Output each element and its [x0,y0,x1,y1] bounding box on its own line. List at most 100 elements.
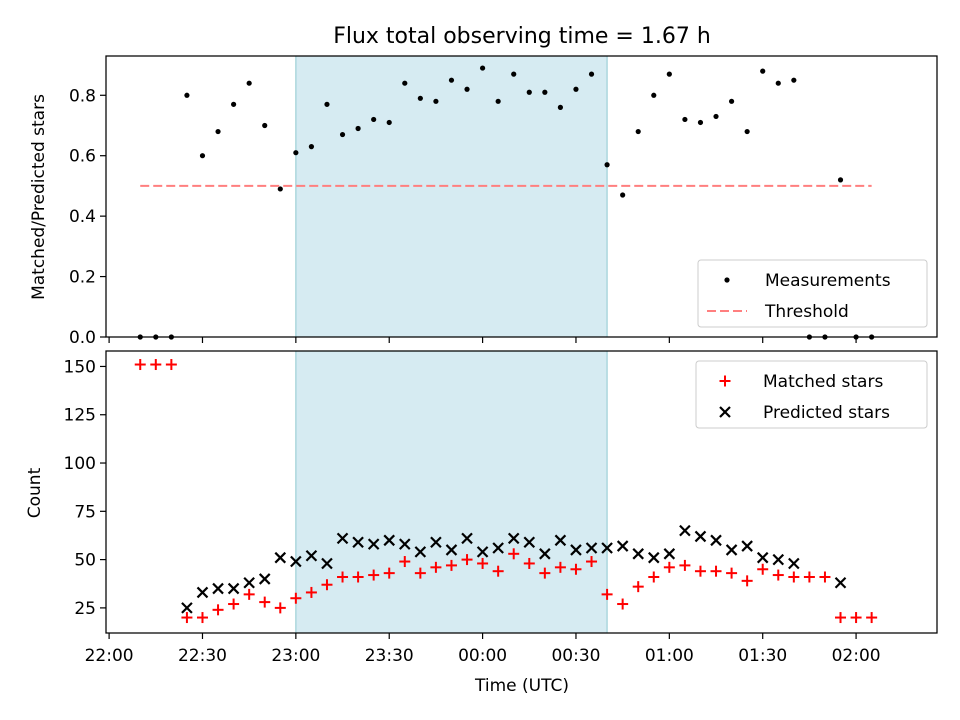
x-tick-label: 22:00 [85,646,134,666]
predicted-stars-point [694,530,707,543]
matched-stars-point [508,548,520,560]
legend-label: Threshold [764,302,849,322]
measurement-point [495,98,501,104]
y-tick-label: 0.8 [69,86,96,106]
measurement-point [744,128,750,135]
top-y-ticks: 0.0 0.2 0.4 0.6 0.8 [69,86,106,348]
measurement-point [635,128,641,135]
matched-stars-point [352,571,364,583]
matched-stars-point [632,581,644,593]
bottom-legend: Matched stars Predicted stars [695,360,928,429]
matched-stars-point [383,567,395,579]
y-tick-label: 0.0 [69,328,96,348]
predicted-stars-point [570,544,582,556]
y-tick-label: 50 [74,551,96,571]
matched-stars-point [523,557,535,569]
measurement-point [542,89,548,95]
matched-stars-point [788,571,800,583]
measurement-point [728,98,735,104]
bottom-panel-marks [134,359,878,624]
predicted-stars-point [399,538,411,550]
measurement-point [557,104,564,110]
matched-stars-point [430,561,442,573]
legend-box [697,259,928,328]
predicted-stars-point [539,548,551,560]
measurement-point [386,119,392,126]
predicted-stars-point [601,542,613,554]
matched-stars-point [819,571,831,583]
measurement-point [791,77,797,83]
predicted-stars-point [414,546,427,558]
measurement-point [277,186,283,192]
predicted-stars-point [647,551,660,564]
y-tick-label: 150 [64,357,96,377]
matched-stars-point [866,612,878,624]
top-panel-marks [137,65,875,340]
x-tick-label: 01:00 [645,646,694,666]
predicted-stars-point [710,534,722,547]
matched-stars-point [414,567,426,579]
matched-stars-point [741,575,753,587]
predicted-stars-point [430,536,442,548]
measurement-point [620,192,626,198]
measurement-point [371,116,377,123]
predicted-stars-point [367,538,380,550]
predicted-stars-point [679,524,691,537]
predicted-stars-point [772,553,785,566]
measurement-point [402,80,408,86]
measurement-point [433,98,439,104]
measurement-point [417,95,423,101]
measurement-point [666,71,672,77]
predicted-stars-point [616,540,629,552]
matched-stars-point [290,592,302,604]
matched-stars-point [586,556,598,568]
predicted-stars-point [290,555,302,568]
predicted-stars-point [492,542,504,554]
measurement-point [324,101,330,107]
matched-stars-point [305,586,317,598]
predicted-stars-point [523,536,536,548]
matched-stars-point [461,554,473,566]
predicted-stars-point [181,602,193,614]
predicted-stars-point [756,551,769,564]
matched-stars-point [803,571,815,583]
matched-stars-point [228,598,240,610]
measurement-point [651,92,657,98]
y-tick-label: 0.6 [69,147,96,167]
measurement-point [339,131,346,138]
predicted-stars-point [632,548,644,560]
top-y-axis-label: Matched/Predicted stars [29,94,49,300]
measurement-point [479,65,486,71]
bottom-y-ticks: 25 50 75 100 125 150 [64,357,106,619]
predicted-stars-point [834,577,847,589]
legend-dot-icon [724,277,730,283]
matched-stars-point [617,598,629,610]
measurement-point [448,77,455,83]
legend-label: Measurements [765,271,891,291]
matched-stars-point [679,559,691,571]
predicted-stars-point [554,534,567,547]
matched-stars-point [772,569,784,581]
y-tick-label: 125 [64,406,96,426]
predicted-stars-point [585,542,598,554]
x-tick-label: 23:00 [271,646,320,666]
top-shaded-span [295,55,608,338]
measurement-point [588,71,595,77]
top-panel: 0.00.20.40.60.8 Matched/Predicted stars … [29,55,938,348]
predicted-stars-point [336,532,349,545]
measurement-point [837,177,844,183]
predicted-stars-point [352,536,364,548]
predicted-stars-point [274,551,287,564]
measurement-point [775,80,781,86]
measurement-point [262,122,268,129]
matched-stars-point [835,612,847,624]
matched-stars-point [445,559,457,571]
matched-stars-point [601,588,613,600]
matched-stars-point [710,565,722,577]
predicted-stars-point [476,546,489,558]
predicted-stars-point [258,573,271,585]
predicted-stars-point [196,586,209,599]
matched-stars-point [570,563,582,575]
measurement-point [464,86,470,92]
